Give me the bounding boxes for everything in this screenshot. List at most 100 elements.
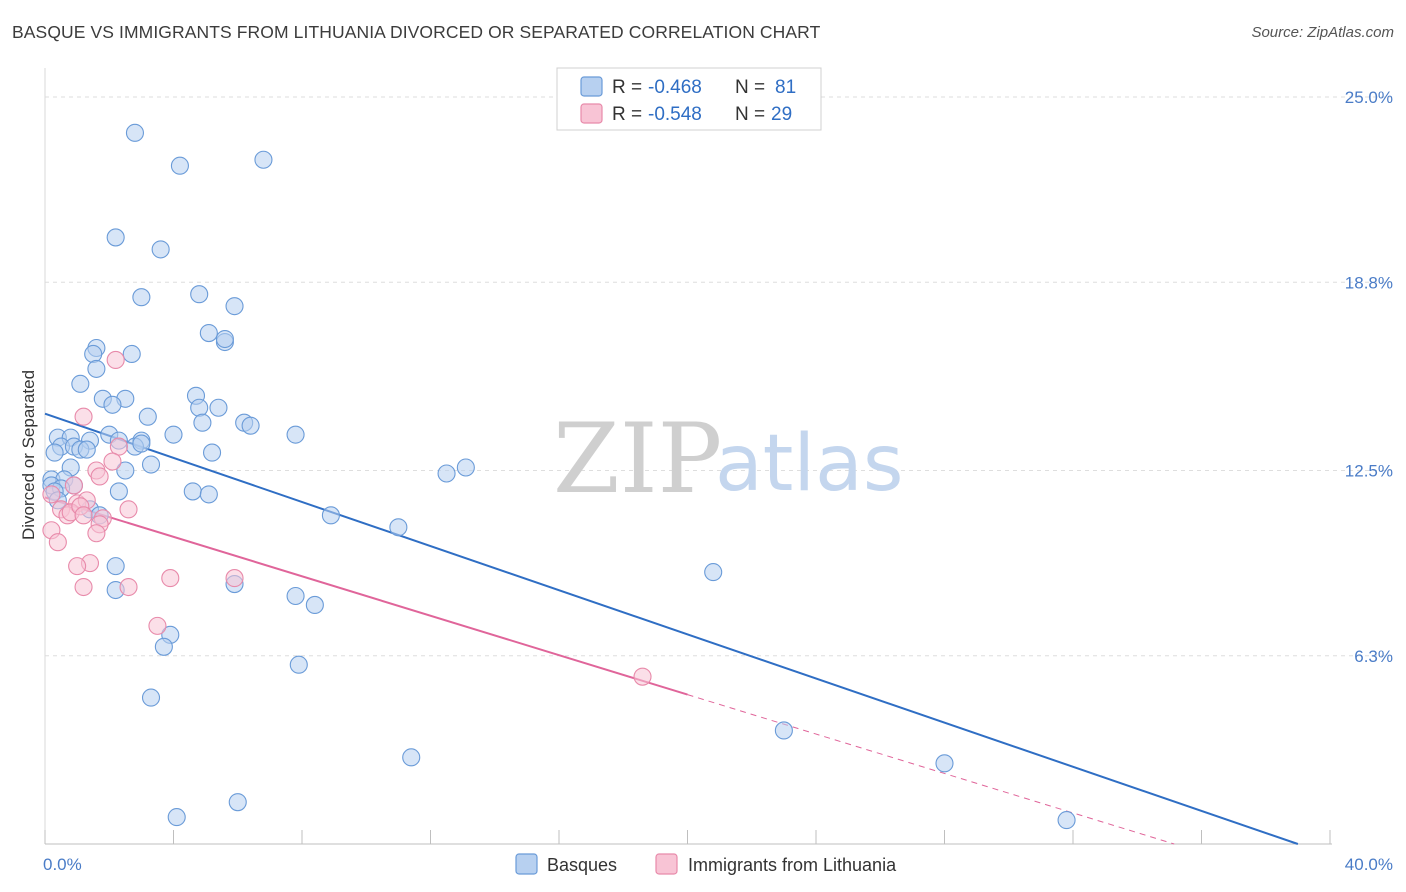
trend-line-dashed-1 (687, 694, 1175, 845)
point-1-25 (148, 616, 167, 635)
point-0-21 (209, 398, 228, 417)
point-0-59 (437, 464, 456, 483)
point-0-58 (389, 518, 408, 537)
point-1-1 (74, 407, 93, 426)
y-tick-label-3: 25.0% (1345, 88, 1393, 107)
series-label-lithuania: Immigrants from Lithuania (688, 855, 897, 875)
source-label: Source: ZipAtlas.com (1251, 24, 1394, 41)
point-1-14 (74, 506, 93, 525)
point-0-8 (199, 324, 218, 343)
point-0-41 (203, 443, 222, 462)
point-0-69 (141, 688, 161, 707)
point-0-61 (106, 557, 125, 576)
trend-line-1 (44, 496, 688, 696)
point-1-5 (90, 467, 109, 486)
point-1-28 (64, 476, 83, 495)
legend-n-value-1: 29 (771, 104, 792, 125)
point-0-75 (167, 808, 186, 827)
point-0-20 (190, 398, 209, 417)
point-0-33 (286, 425, 305, 444)
watermark-atlas: atlas (715, 419, 904, 509)
point-0-7 (225, 297, 244, 316)
legend-n-label-1: N = (735, 104, 765, 125)
series-swatch-basques (515, 853, 538, 875)
point-0-1 (170, 156, 189, 175)
point-0-19 (103, 395, 122, 414)
point-0-12 (84, 344, 103, 364)
point-0-76 (1057, 811, 1076, 830)
point-0-60 (456, 458, 475, 477)
point-0-53 (183, 482, 202, 501)
point-0-23 (193, 413, 212, 432)
y-tick-label-0: 6.3% (1354, 647, 1393, 666)
point-0-6 (190, 285, 209, 304)
tick-labels: 6.3% 12.5% 18.8% 25.0% 0.0% 40.0% (43, 88, 1393, 874)
legend-swatch-basques (580, 76, 603, 97)
gridlines (45, 96, 1392, 657)
point-0-32 (164, 425, 183, 444)
point-0-10 (215, 329, 234, 349)
legend-n-value-0: 81 (775, 77, 796, 98)
point-1-18 (48, 533, 67, 552)
point-1-20 (68, 557, 87, 576)
data-points (42, 123, 1076, 830)
point-0-44 (116, 461, 135, 480)
point-1-2 (109, 437, 128, 456)
point-1-23 (74, 577, 93, 597)
point-0-70 (704, 563, 723, 582)
legend-r-label-1: R = (612, 104, 642, 125)
point-0-4 (151, 240, 170, 259)
point-0-52 (109, 482, 128, 501)
point-0-15 (71, 374, 90, 393)
point-0-22 (138, 407, 157, 426)
point-0-40 (45, 443, 64, 462)
point-1-0 (106, 350, 125, 369)
point-1-24 (119, 577, 138, 597)
point-0-0 (125, 123, 144, 142)
point-0-37 (77, 440, 96, 459)
point-0-68 (289, 655, 308, 674)
point-0-64 (305, 595, 324, 615)
point-1-3 (103, 452, 122, 471)
point-1-17 (87, 524, 106, 543)
point-1-22 (225, 569, 244, 588)
x-tick-label-0: 0.0% (43, 855, 82, 874)
axes (44, 68, 1332, 845)
point-1-27 (119, 500, 138, 519)
point-0-43 (141, 455, 161, 474)
point-1-26 (633, 667, 652, 686)
legend-n-label-0: N = (735, 77, 765, 98)
watermark: ZIP atlas (553, 403, 904, 515)
point-0-3 (106, 228, 125, 247)
point-0-2 (254, 150, 273, 169)
y-tick-label-1: 12.5% (1345, 462, 1393, 481)
point-0-73 (402, 748, 421, 767)
point-0-57 (321, 506, 340, 525)
point-0-13 (122, 344, 141, 364)
y-tick-label-2: 18.8% (1345, 273, 1393, 292)
point-0-5 (132, 288, 151, 307)
y-axis-label: Divorced or Separated (19, 370, 38, 540)
trend-line-0 (44, 412, 1299, 845)
legend-r-value-0: -0.468 (648, 77, 702, 98)
point-0-63 (286, 586, 305, 606)
point-0-74 (228, 793, 247, 812)
point-0-25 (241, 416, 260, 435)
legend-swatch-lithuania (580, 103, 603, 124)
trend-lines (44, 412, 1299, 845)
x-tick-label-1: 40.0% (1345, 855, 1393, 874)
point-0-67 (154, 637, 173, 656)
point-0-14 (87, 359, 106, 378)
series-legend: Basques Immigrants from Lithuania (515, 853, 897, 875)
chart-title: BASQUE VS IMMIGRANTS FROM LITHUANIA DIVO… (12, 22, 821, 42)
legend-r-value-1: -0.548 (648, 104, 702, 125)
point-1-21 (161, 569, 180, 588)
legend: R = -0.468 N = 81 R = -0.548 N = 29 (556, 67, 822, 131)
point-0-54 (199, 485, 218, 504)
point-1-6 (42, 485, 61, 504)
point-0-71 (774, 721, 793, 740)
point-0-39 (132, 434, 151, 453)
point-0-72 (935, 754, 954, 773)
series-swatch-lithuania (655, 853, 678, 875)
